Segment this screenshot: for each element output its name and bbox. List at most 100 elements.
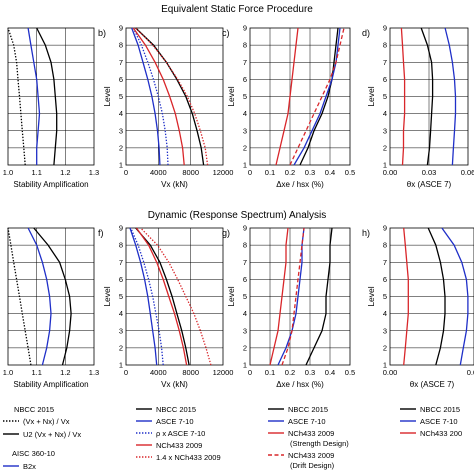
y-tick-label: 8 [383,41,387,50]
series-line [299,27,339,166]
series-line [403,227,409,366]
y-tick-label: 9 [383,224,387,233]
series-line [7,27,26,166]
x-tick-label: 8000 [182,168,199,177]
x-tick-label: 1.1 [31,368,41,377]
plot-frame [125,27,224,166]
x-tick-label: 0 [124,368,128,377]
y-tick-label: 4 [383,309,387,318]
x-axis-label: Vx (kN) [161,180,188,189]
x-tick-label: 0.1 [265,368,275,377]
series-line [27,27,41,165]
y-tick-label: 5 [119,292,123,301]
legend-item: NCh433 2009 [156,441,202,450]
y-tick-label: 9 [243,224,247,233]
x-axis-label: Stability Amplification [13,180,88,189]
legend-item: NCh433 2009 [288,429,334,438]
x-tick-label: 0.00 [383,168,398,177]
x-tick-label: 0.5 [345,368,355,377]
y-tick-label: 4 [383,109,387,118]
panel-letter: c) [222,28,230,38]
series-line [7,227,32,366]
series-line [441,227,469,366]
y-tick-label: 3 [243,126,247,135]
series-line [129,227,158,366]
plot-frame [125,227,224,366]
y-tick-label: 9 [243,24,247,33]
x-tick-label: 8000 [182,368,199,377]
y-tick-label: 3 [119,126,123,135]
y-axis-label: Level [226,86,236,106]
series-line [36,27,58,166]
series-line [293,27,341,166]
legend-item: NBCC 2015 [288,405,328,414]
x-tick-label: 0.00 [383,368,398,377]
legend-item: B2x [23,462,36,471]
legend-item: ASCE 7-10 [288,417,326,426]
series-line [131,27,161,166]
panel-letter: g) [222,228,230,238]
y-tick-label: 5 [243,92,247,101]
x-tick-label: 1.0 [3,368,13,377]
title-top: Equivalent Static Force Procedure [161,4,313,15]
series-line [275,27,299,166]
series-line [289,27,345,166]
series-line [130,227,164,366]
x-tick-label: 0.4 [325,368,335,377]
y-tick-label: 9 [119,224,123,233]
y-tick-label: 1 [243,161,247,170]
y-tick-label: 5 [383,92,387,101]
y-tick-label: 1 [383,161,387,170]
x-tick-label: 1.3 [89,168,99,177]
series-line [400,27,406,166]
x-tick-label: 12000 [213,368,234,377]
panel-b: 0 4000 8000 12000 1 2 3 4 5 6 7 8 9 Level b) Vx (kN) [98,24,233,189]
x-tick-label: 0 [124,168,128,177]
legend-note: (Strength Design) [290,439,349,448]
y-axis-label: Level [366,86,376,106]
panel-letter: d) [362,28,370,38]
y-tick-label: 4 [119,109,123,118]
y-tick-label: 4 [119,309,123,318]
y-tick-label: 6 [243,275,247,284]
x-tick-label: 0.06 [461,168,474,177]
y-tick-label: 7 [119,58,123,67]
x-axis-label: Δxe / hsx (%) [276,380,324,389]
y-tick-label: 4 [243,309,247,318]
series-line [277,227,305,366]
x-tick-label: 1.3 [89,368,99,377]
x-axis-label: θx (ASCE 7) [410,380,455,389]
plot-frame [389,227,474,366]
series-line [305,227,333,366]
y-tick-label: 3 [383,126,387,135]
legend-header: AISC 360-10 [12,449,55,458]
y-tick-label: 2 [243,143,247,152]
panel-d: 0.00 0.03 0.06 1 2 3 4 5 6 7 8 9 Level d) θx (ASCE 7) [362,24,474,189]
panel-h: 0.00 0.03 1 2 3 4 5 6 7 8 9 Level h) θx (ASCE 7) [362,224,474,389]
y-tick-label: 7 [119,258,123,267]
y-tick-label: 7 [243,58,247,67]
y-tick-label: 8 [243,41,247,50]
x-tick-label: 0.03 [467,368,474,377]
y-tick-label: 2 [119,343,123,352]
legends: NBCC 2015 (Vx + Nx) / Vx U2 (Vx + Nx) / Vx… [3,405,462,471]
x-tick-label: 0 [248,368,252,377]
panel-letter: f) [98,228,104,238]
x-tick-label: 0.4 [325,168,335,177]
legend-item: U2 (Vx + Nx) / Vx [23,430,81,439]
legend-item: ASCE 7-10 [420,417,458,426]
legend-header: NBCC 2015 [14,405,54,414]
y-tick-label: 8 [119,241,123,250]
x-tick-label: 1.0 [3,168,13,177]
legend-item: ρ x ASCE 7-10 [156,429,205,438]
y-tick-label: 8 [383,241,387,250]
x-tick-label: 1.1 [31,168,41,177]
y-tick-label: 5 [383,292,387,301]
x-tick-label: 0.2 [285,368,295,377]
legend-item: ASCE 7-10 [156,417,194,426]
series-line [420,27,434,166]
legend-note: (Drift Design) [290,461,335,470]
